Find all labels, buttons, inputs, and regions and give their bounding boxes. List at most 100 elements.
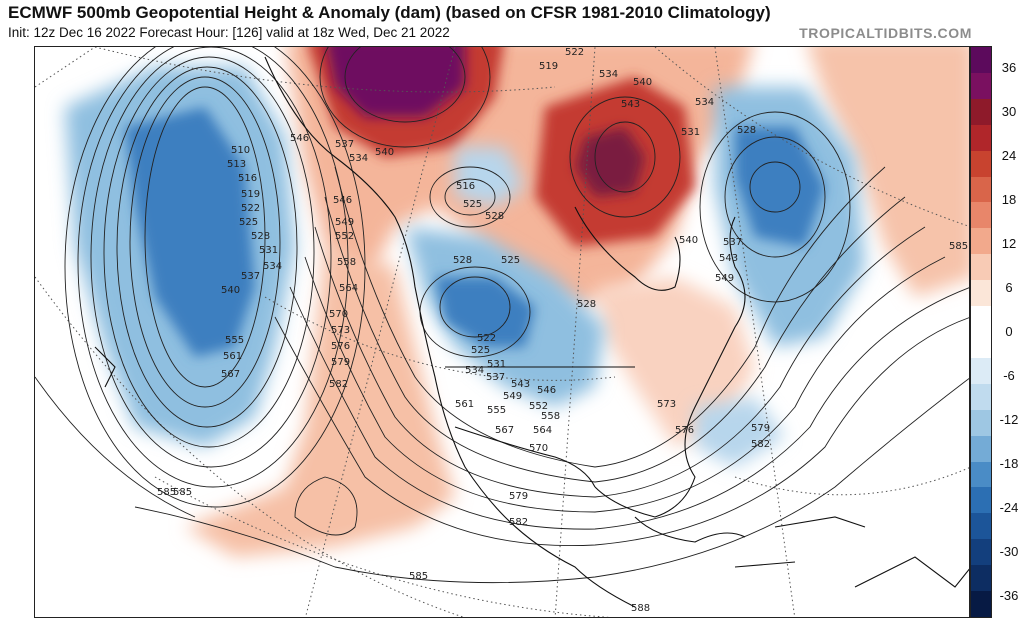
colorbar-segment (971, 513, 991, 540)
colorbar-segment (971, 591, 991, 618)
height-contours (35, 47, 969, 584)
contour-label: 522 (477, 333, 496, 344)
colorbar-tick-label: 30 (1001, 104, 1017, 119)
contour-label: 540 (221, 285, 240, 296)
colorbar-tick-label: -18 (999, 456, 1019, 471)
contour-label: 543 (511, 379, 530, 390)
contour-label: 534 (465, 365, 484, 376)
contour-label: 525 (471, 345, 490, 356)
contour-label: 537 (486, 372, 505, 383)
contour-label: 552 (529, 401, 548, 412)
contour-label: 528 (577, 299, 596, 310)
colorbar-segment (971, 98, 991, 126)
colorbar-segment (971, 565, 991, 592)
contour-label: 570 (329, 309, 348, 320)
contour-label: 585 (949, 241, 968, 252)
colorbar-tick-label: -24 (999, 500, 1019, 515)
contour-label: 525 (501, 255, 520, 266)
contour-label: 588 (631, 603, 650, 614)
colorbar-segment (971, 539, 991, 566)
chart-subtitle: Init: 12z Dec 16 2022 Forecast Hour: [12… (8, 25, 450, 40)
colorbar-segment (971, 202, 991, 229)
contour-label: 528 (737, 125, 756, 136)
contour-label: 525 (463, 199, 482, 210)
contour-label: 540 (633, 77, 652, 88)
colorbar-segment (971, 435, 991, 463)
contour-label: 561 (223, 351, 242, 362)
contour-label: 546 (537, 385, 556, 396)
contour-label: 579 (331, 357, 350, 368)
contour-label: 573 (331, 325, 350, 336)
contour-label: 579 (751, 423, 770, 434)
contour-label: 534 (599, 69, 618, 80)
positive-anomaly-west-fill (185, 247, 455, 557)
contour-label: 549 (335, 217, 354, 228)
contour-label: 531 (259, 245, 278, 256)
contour-label: 576 (675, 425, 694, 436)
contour-label: 555 (225, 335, 244, 346)
contour-label: 525 (239, 217, 258, 228)
colorbar-segment (971, 280, 991, 307)
contour-label: 567 (495, 425, 514, 436)
anomaly-shading (65, 47, 969, 557)
negative-anomaly-atlantic-core (735, 127, 825, 247)
colorbar (970, 46, 992, 618)
negative-anomaly-us-core (435, 277, 535, 347)
contour-label: 561 (455, 399, 474, 410)
positive-anomaly-arctic-peak (327, 47, 465, 117)
colorbar-tick-label: -30 (999, 544, 1019, 559)
contour-label: 552 (335, 231, 354, 242)
contour-label: 534 (263, 261, 282, 272)
colorbar-tick-label: 6 (1005, 280, 1013, 295)
contour-label: 522 (565, 47, 584, 58)
colorbar-segment (971, 461, 991, 488)
contour-label: 522 (241, 203, 260, 214)
colorbar-tick-label: -36 (999, 588, 1019, 603)
contour-label: 564 (339, 283, 358, 294)
contour-label: 537 (335, 139, 354, 150)
positive-anomaly-northeast-fill (808, 47, 969, 297)
colorbar-segment (971, 254, 991, 281)
contour-label: 540 (679, 235, 698, 246)
contour-label: 516 (238, 173, 257, 184)
colorbar-tick-label: -12 (999, 412, 1019, 427)
contour-label: 546 (333, 195, 352, 206)
colorbar-tick-label: -6 (1003, 368, 1015, 383)
contour-label: 534 (349, 153, 368, 164)
contour-label: 573 (657, 399, 676, 410)
contour-label: 564 (533, 425, 552, 436)
colorbar-segment (971, 228, 991, 255)
positive-anomaly-hudson-peak (575, 127, 645, 197)
brand-watermark: TROPICALTIDBITS.COM (799, 25, 972, 41)
coastlines (94, 56, 969, 608)
contour-label: 540 (375, 147, 394, 158)
colorbar-segment (971, 332, 991, 359)
map-panel: 510 513 516 519 522 525 528 531 534 537 … (34, 46, 970, 618)
contour-label: 549 (715, 273, 734, 284)
contour-label: 558 (337, 257, 356, 268)
colorbar-segment (971, 383, 991, 411)
contour-label: 543 (719, 253, 738, 264)
colorbar-segment (971, 357, 991, 385)
contour-label: 546 (290, 133, 309, 144)
colorbar-segment (971, 72, 991, 100)
contour-label: 543 (621, 99, 640, 110)
colorbar-segment (971, 124, 991, 152)
colorbar-segment (971, 487, 991, 514)
contour-label: 519 (241, 189, 260, 200)
contour-label: 510 (231, 145, 250, 156)
contour-labels: 510 513 516 519 522 525 528 531 534 537 … (157, 47, 968, 614)
contour-label: 582 (329, 379, 348, 390)
contour-label: 519 (539, 61, 558, 72)
contour-label: 582 (751, 439, 770, 450)
negative-anomaly-pacific-core (125, 107, 255, 357)
contour-label: 516 (456, 181, 475, 192)
colorbar-tick-label: 36 (1001, 60, 1017, 75)
contour-label: 576 (331, 341, 350, 352)
negative-anomaly-great-lakes-fill (455, 147, 525, 207)
contour-label: 534 (695, 97, 714, 108)
colorbar-segment (971, 409, 991, 437)
contour-label: 528 (485, 211, 504, 222)
contour-label: 531 (681, 127, 700, 138)
contour-label: 528 (251, 231, 270, 242)
